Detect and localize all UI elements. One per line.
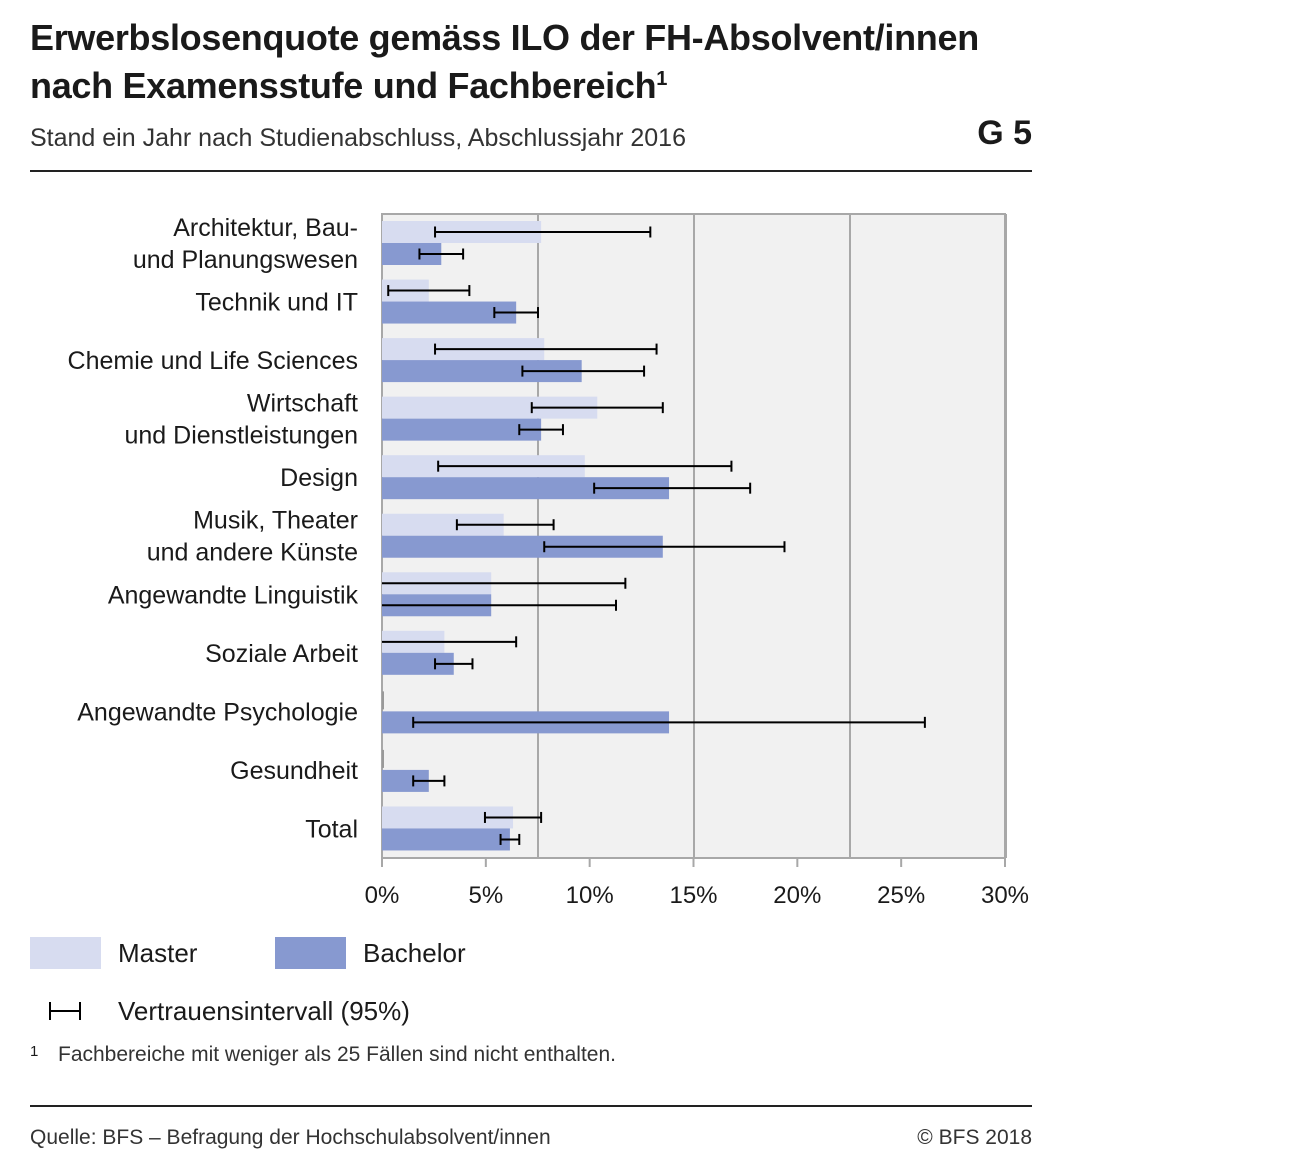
x-tick-label: 15% <box>669 882 717 909</box>
error-bar-master <box>382 636 518 648</box>
category-label: Soziale Arbeit <box>205 640 358 668</box>
category-label: Musik, Theater <box>193 507 358 535</box>
bar-bachelor <box>382 243 442 265</box>
bar-bachelor <box>382 769 429 792</box>
error-bar-bachelor <box>493 307 539 319</box>
bar-master <box>382 396 598 419</box>
legend-swatch-bachelor <box>275 937 346 969</box>
category-label: Wirtschaft <box>247 390 358 418</box>
category-label: Chemie und Life Sciences <box>68 347 358 375</box>
error-bar-master <box>437 460 733 472</box>
title-footnote-marker: 1 <box>656 68 668 90</box>
bar-bachelor <box>382 828 510 851</box>
error-bar-master <box>530 402 664 414</box>
category-label: Technik und IT <box>195 289 358 317</box>
confidence-interval-icon <box>49 1002 81 1020</box>
error-bar-bachelor <box>521 365 646 377</box>
bar-bachelor <box>382 360 582 383</box>
error-bar-bachelor <box>593 482 752 494</box>
chart-title-text: Erwerbslosenquote gemäss ILO der FH-Abso… <box>30 17 979 106</box>
error-bar-bachelor <box>412 716 926 728</box>
error-bar-master <box>483 811 543 823</box>
footnote-marker: 1 <box>30 1043 39 1060</box>
error-bar-master <box>387 285 471 297</box>
bar-master <box>382 806 514 829</box>
x-tick-label: 30% <box>981 882 1029 909</box>
error-bar-master <box>434 226 652 238</box>
x-tick-label: 5% <box>468 882 503 909</box>
x-tick-label: 10% <box>566 882 614 909</box>
error-bar-bachelor <box>382 599 617 611</box>
error-bar-master <box>434 343 658 355</box>
legend-label-bachelor: Bachelor <box>363 938 466 968</box>
legend-label-ci: Vertrauensintervall (95%) <box>118 996 410 1026</box>
category-label: Total <box>305 815 358 843</box>
bar-bachelor <box>382 301 517 324</box>
footer-divider <box>30 1105 1032 1107</box>
bar-bachelor <box>382 477 670 500</box>
error-bar-bachelor <box>499 833 521 845</box>
bar-master-zero <box>382 749 384 768</box>
source-note: Quelle: BFS – Befragung der Hochschulabs… <box>30 1126 551 1149</box>
copyright-note: © BFS 2018 <box>917 1126 1032 1149</box>
category-label: Design <box>280 464 358 492</box>
bar-master-zero <box>382 691 384 710</box>
error-bar-bachelor <box>543 541 786 553</box>
x-tick-label: 0% <box>365 882 400 909</box>
error-bar-master <box>382 577 627 589</box>
category-label: Architektur, Bau- <box>173 214 358 242</box>
footnote-text: Fachbereiche mit weniger als 25 Fällen s… <box>58 1043 616 1066</box>
category-label: Angewandte Psychologie <box>77 698 358 726</box>
category-label: und Dienstleistungen <box>125 422 359 450</box>
chart-subtitle: Stand ein Jahr nach Studienabschluss, Ab… <box>30 124 686 152</box>
category-label: Gesundheit <box>230 757 358 785</box>
category-label: und andere Künste <box>147 539 358 567</box>
error-bar-master <box>455 519 555 531</box>
header-divider <box>30 170 1032 172</box>
legend-label-master: Master <box>118 938 198 968</box>
bar-master <box>382 513 504 536</box>
bar-bachelor <box>382 418 542 441</box>
chart-title: Erwerbslosenquote gemäss ILO der FH-Abso… <box>30 14 1040 110</box>
x-tick-label: 25% <box>877 882 925 909</box>
x-tick-label: 20% <box>773 882 821 909</box>
legend-swatch-master <box>30 937 101 969</box>
error-bar-bachelor <box>518 424 564 436</box>
bar-bachelor <box>382 535 663 558</box>
category-label: und Planungswesen <box>133 246 358 274</box>
category-label: Angewandte Linguistik <box>108 581 359 609</box>
graphic-number: G 5 <box>977 114 1032 152</box>
error-bar-bachelor <box>412 775 446 787</box>
error-bar-bachelor <box>434 658 474 670</box>
error-bar-bachelor <box>418 248 465 260</box>
